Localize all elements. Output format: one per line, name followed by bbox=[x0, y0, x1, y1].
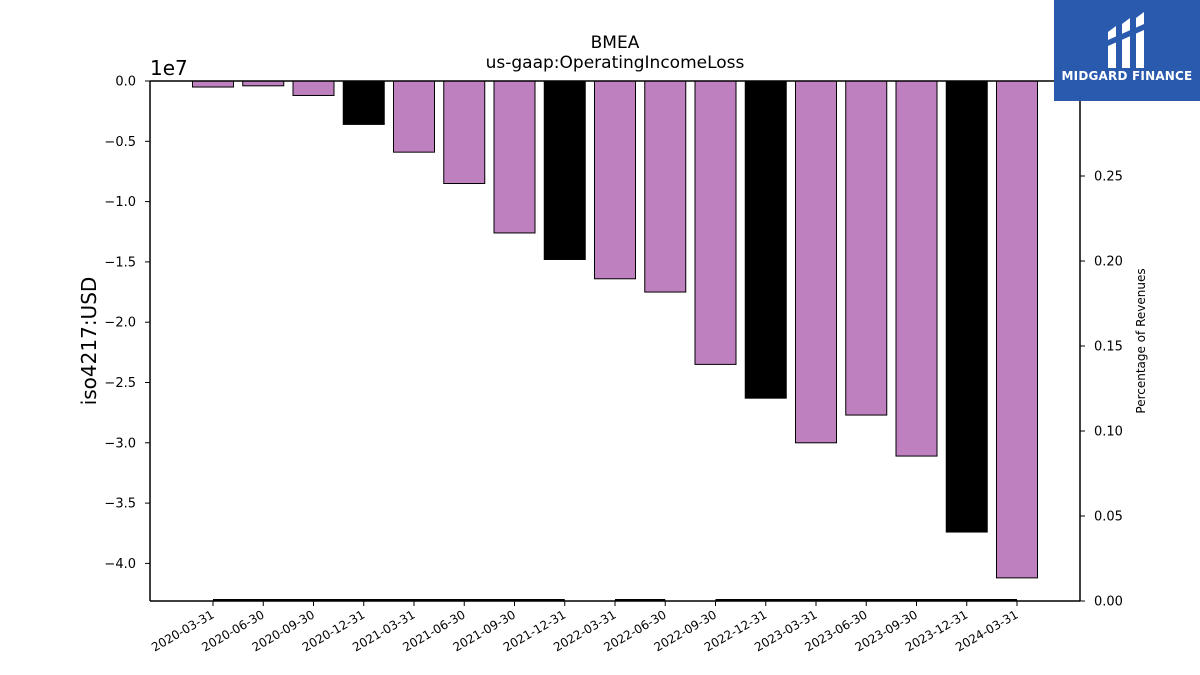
bar-2022-03-31 bbox=[594, 80, 636, 280]
y-tick-label: −2.5 bbox=[104, 376, 136, 391]
y-tick-label: −2.0 bbox=[104, 316, 136, 331]
y2-tick-label: 0.00 bbox=[1094, 595, 1123, 610]
bar-2021-06-30 bbox=[443, 80, 486, 185]
y-tick-label: −0.5 bbox=[104, 135, 136, 150]
y-tick-label: −4.0 bbox=[104, 557, 136, 572]
bar-2023-09-30 bbox=[895, 80, 938, 457]
y-axis-label: iso4217:USD bbox=[77, 277, 101, 406]
bar-2021-12-31 bbox=[543, 80, 586, 260]
midgard-logo-icon bbox=[1108, 12, 1144, 68]
chart-subtitle: us-gaap:OperatingIncomeLoss bbox=[486, 53, 745, 73]
y-tick-label: −3.5 bbox=[104, 497, 136, 512]
y2-tick-label: 0.20 bbox=[1094, 255, 1123, 270]
y-offset-text: 1e7 bbox=[150, 56, 188, 80]
y2-tick-label: 0.25 bbox=[1094, 170, 1123, 185]
bar-2023-06-30 bbox=[845, 80, 888, 416]
bars-group bbox=[192, 80, 1038, 579]
bar-2022-06-30 bbox=[644, 80, 687, 293]
bar-2020-09-30 bbox=[292, 80, 335, 96]
y2-axis-label: Percentage of Revenues bbox=[1134, 268, 1148, 413]
chart-title: BMEA bbox=[591, 33, 640, 53]
y2-tick-label: 0.15 bbox=[1094, 340, 1123, 355]
y2-tick-label: 0.05 bbox=[1094, 510, 1123, 525]
bar-2021-09-30 bbox=[493, 80, 536, 234]
y2-tick-label: 0.10 bbox=[1094, 425, 1123, 440]
bar-2020-03-31 bbox=[192, 80, 234, 88]
bar-2023-12-31 bbox=[945, 80, 988, 533]
brand-logo: MIDGARD FINANCE bbox=[1054, 0, 1200, 101]
bar-2022-09-30 bbox=[694, 80, 737, 365]
y-tick-label: 0.0 bbox=[115, 75, 136, 90]
y-tick-label: −1.5 bbox=[104, 255, 136, 270]
bar-2024-03-31 bbox=[996, 80, 1038, 579]
y-tick-label: −3.0 bbox=[104, 436, 136, 451]
y-tick-label: −1.0 bbox=[104, 195, 136, 210]
bar-2020-12-31 bbox=[342, 80, 385, 125]
brand-name: MIDGARD FINANCE bbox=[1061, 69, 1193, 83]
bar-2022-12-31 bbox=[744, 80, 787, 399]
bar-2021-03-31 bbox=[393, 80, 435, 153]
bar-2023-03-31 bbox=[795, 80, 837, 444]
